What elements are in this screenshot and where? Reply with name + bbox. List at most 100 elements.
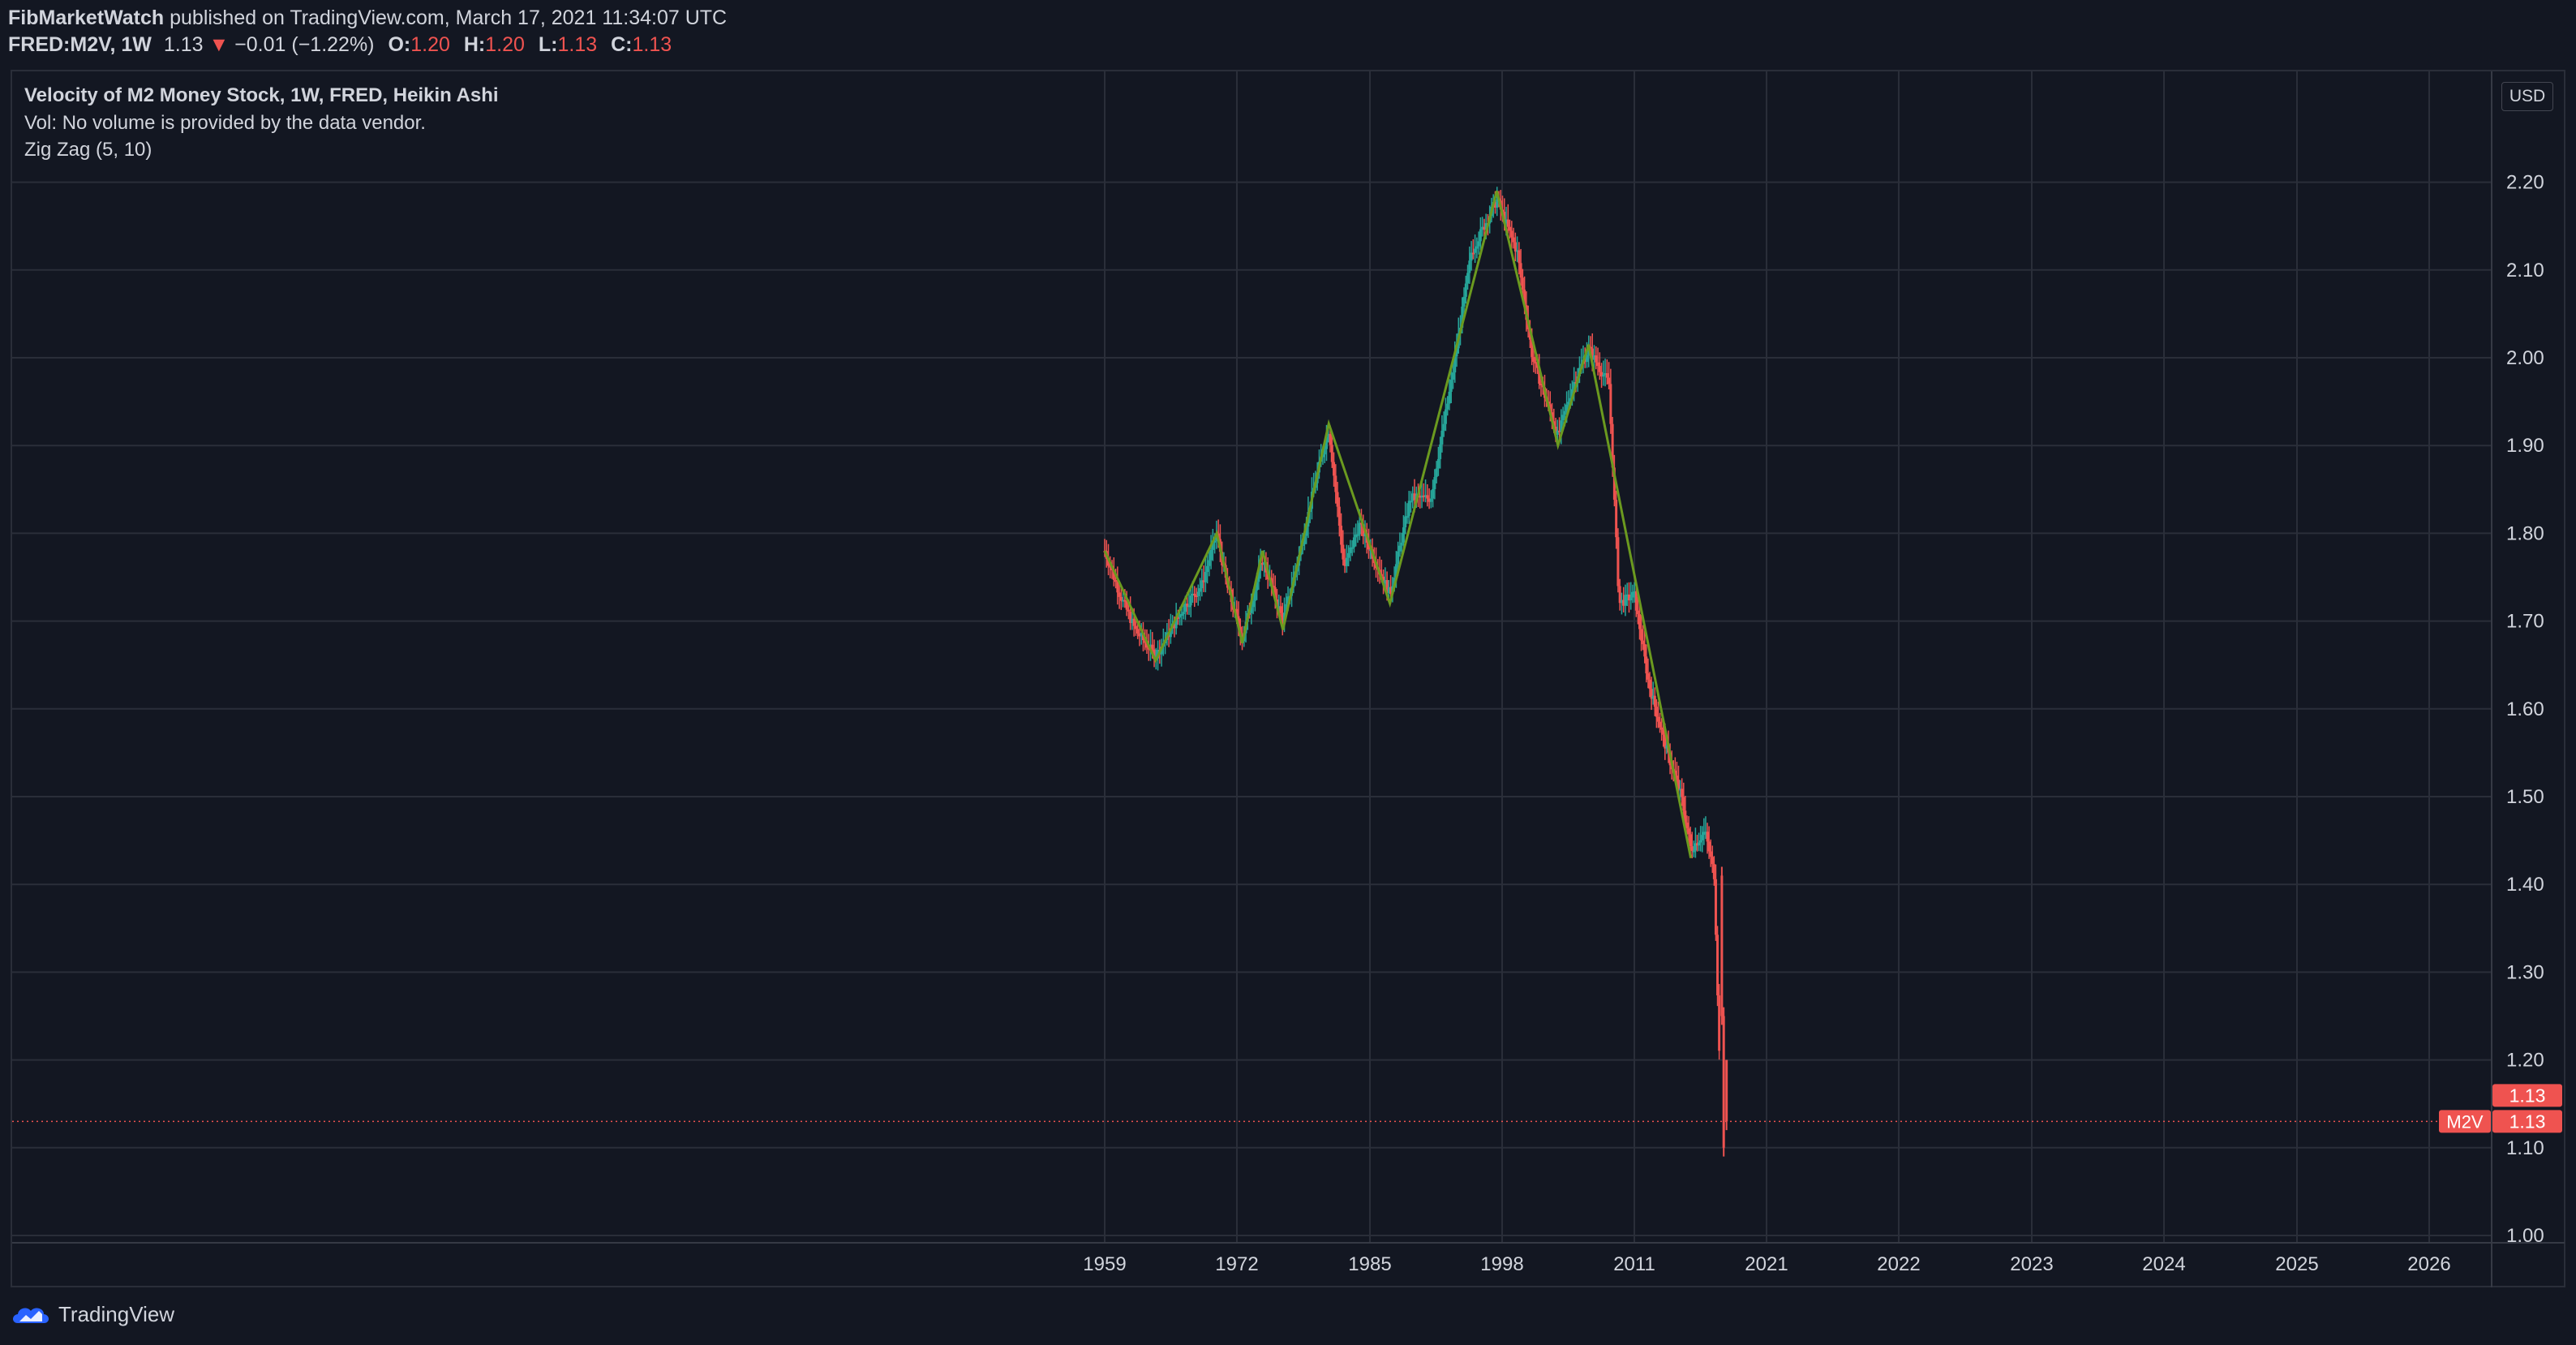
- x-tick-label: 2026: [2407, 1253, 2450, 1275]
- candle-body: [1343, 559, 1346, 566]
- candle-body: [1534, 362, 1537, 364]
- candle-body: [1359, 522, 1363, 525]
- candle-body: [1538, 367, 1541, 385]
- candle-body: [1433, 477, 1436, 489]
- candle-body: [1180, 613, 1183, 616]
- candle-body: [1358, 522, 1361, 535]
- candle-body: [1350, 547, 1354, 549]
- down-arrow-icon: ▼: [208, 33, 230, 56]
- x-tick-label: 1959: [1083, 1253, 1126, 1275]
- candle-body: [1604, 373, 1607, 376]
- candle-body: [1627, 594, 1630, 601]
- candle-body: [1725, 1059, 1728, 1122]
- candle-body: [1173, 623, 1176, 629]
- candle-body: [1176, 617, 1179, 619]
- candle-body: [1330, 445, 1333, 462]
- candle-body: [1305, 526, 1308, 536]
- legend-volume: Vol: No volume is provided by the data v…: [24, 112, 426, 134]
- candle-body: [1189, 595, 1192, 606]
- candle-body: [1419, 496, 1422, 498]
- candle-body: [1406, 516, 1409, 518]
- legend-indicator[interactable]: Zig Zag (5, 10): [24, 139, 152, 161]
- candle-body: [1615, 500, 1618, 538]
- chart-frame[interactable]: [11, 70, 2565, 1287]
- candle-body: [1468, 260, 1471, 273]
- y-tick-label: 1.20: [2506, 1050, 2544, 1072]
- candle-body: [1340, 526, 1343, 545]
- low-value: 1.13: [557, 33, 598, 56]
- author-name[interactable]: FibMarketWatch: [8, 6, 165, 29]
- candle-body: [1342, 544, 1345, 560]
- candle-body: [1455, 348, 1458, 357]
- candle-body: [1471, 252, 1475, 255]
- candle-body: [1199, 588, 1202, 592]
- x-tick-label: 2024: [2142, 1253, 2185, 1275]
- candle-body: [1643, 644, 1646, 657]
- candle-body: [1570, 389, 1574, 398]
- candle-body: [1446, 403, 1449, 410]
- y-tick-label: 1.50: [2506, 786, 2544, 808]
- candle-body: [1565, 404, 1569, 411]
- candle-body: [1303, 535, 1306, 544]
- candle-body: [1464, 283, 1467, 297]
- candle-body: [1109, 565, 1112, 568]
- candle-body: [1182, 612, 1185, 614]
- candle-body: [1385, 580, 1389, 594]
- candle-body: [1208, 560, 1211, 566]
- candle-body: [1174, 617, 1178, 629]
- footer-brand: TradingView: [58, 1301, 175, 1326]
- candle-body: [1496, 199, 1499, 208]
- candle-body: [1521, 277, 1524, 290]
- candle-body: [1263, 562, 1266, 565]
- candle-body: [1123, 599, 1127, 602]
- candle-body: [1200, 580, 1204, 589]
- candle-body: [1136, 629, 1140, 634]
- x-tick-label: 1985: [1348, 1253, 1391, 1275]
- candle-body: [1706, 831, 1709, 842]
- candle-body: [1718, 995, 1721, 1051]
- candle-body: [1687, 828, 1690, 835]
- candle-body: [1633, 591, 1636, 593]
- candle-body: [1598, 366, 1601, 372]
- candle-body: [1112, 569, 1115, 580]
- candle-body: [1213, 540, 1217, 543]
- candle-body: [1125, 600, 1128, 610]
- candle-body: [1394, 564, 1397, 578]
- candle-body: [1193, 593, 1196, 595]
- symbol-label[interactable]: FRED:M2V, 1W: [8, 33, 152, 56]
- candle-body: [1129, 611, 1132, 624]
- legend-title[interactable]: Velocity of M2 Money Stock, 1W, FRED, He…: [24, 84, 499, 106]
- candle-body: [1323, 449, 1326, 455]
- tradingview-logo[interactable]: TradingView: [10, 1300, 174, 1328]
- candle-body: [1461, 306, 1464, 329]
- y-tick-label: 1.90: [2506, 435, 2544, 457]
- candle-body: [1698, 842, 1701, 846]
- candle-body: [1625, 594, 1629, 596]
- candle-body: [1704, 831, 1707, 834]
- candle-body: [1645, 656, 1648, 674]
- candle-body: [1325, 436, 1329, 449]
- candle-body: [1235, 608, 1239, 617]
- candle-body: [1591, 348, 1594, 360]
- candle-body: [1140, 633, 1143, 637]
- candle-body: [1211, 541, 1214, 550]
- candle-body: [1532, 357, 1535, 363]
- candle-body: [1616, 537, 1620, 587]
- published-text: published on TradingView.com, March 17, …: [164, 6, 728, 29]
- candle-body: [1493, 201, 1496, 208]
- candle-body: [1333, 462, 1336, 476]
- zigzag-indicator: [1103, 191, 1693, 859]
- tradingview-cloud-icon: [13, 1308, 49, 1323]
- candle-body: [1273, 587, 1277, 599]
- candle-body: [1716, 935, 1719, 996]
- candle-body: [1329, 433, 1332, 445]
- candle-body: [1349, 547, 1352, 553]
- candle-body: [1413, 493, 1416, 501]
- candle-body: [1611, 423, 1614, 468]
- candle-body: [1531, 339, 1534, 358]
- open-value: 1.20: [410, 33, 450, 56]
- currency-button[interactable]: USD: [2501, 82, 2553, 111]
- candle-body: [1397, 551, 1400, 565]
- candle-body: [1659, 721, 1662, 728]
